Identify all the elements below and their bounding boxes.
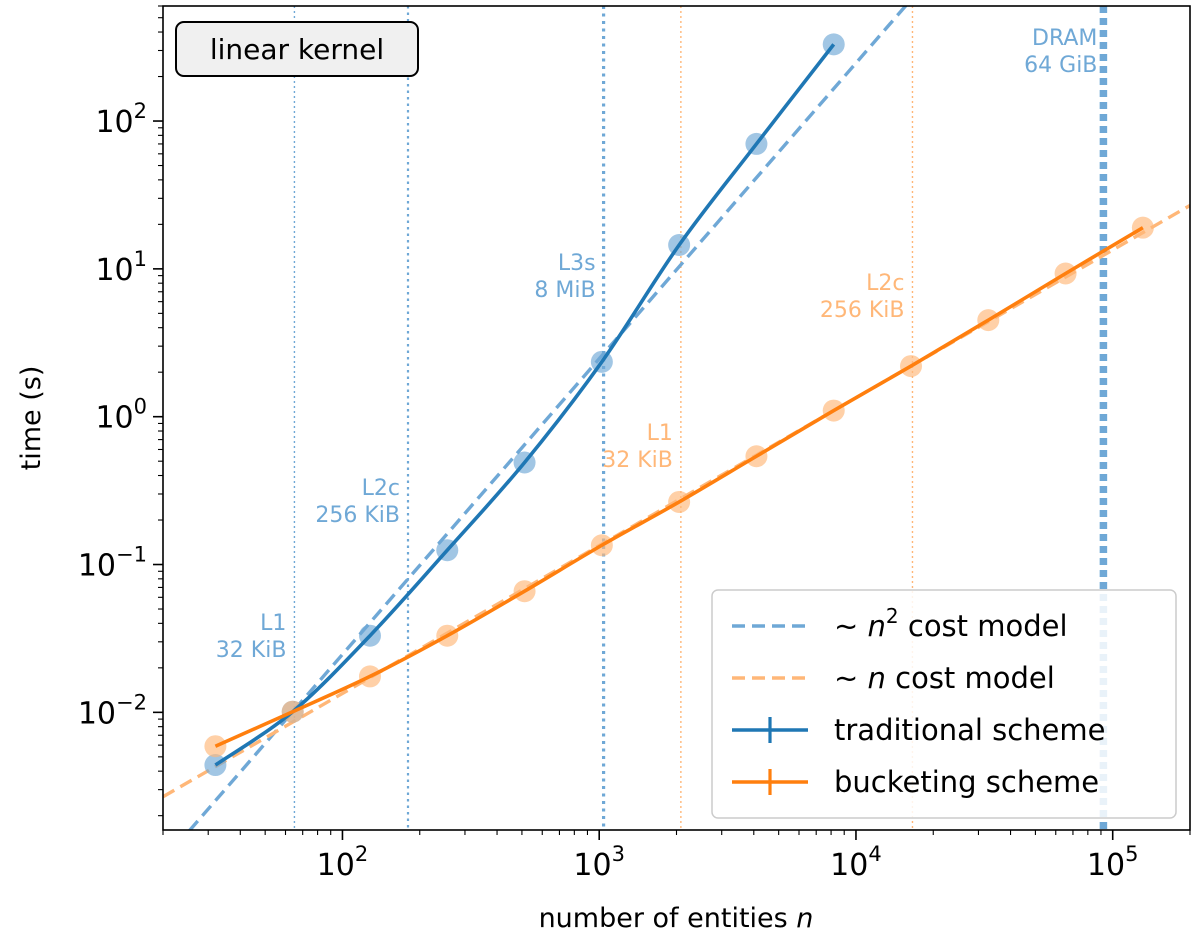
- cache-label-name: L1: [647, 421, 673, 446]
- legend-label: ∼ n cost model: [834, 661, 1055, 695]
- cache-label-name: L3s: [558, 251, 596, 276]
- cache-label-size: 32 KiB: [602, 448, 673, 473]
- cache-label-name: L1: [260, 611, 286, 636]
- y-tick-label: 10−2: [78, 690, 147, 731]
- axis-ticks: 102 103 104 105 10−2 10−1 100 101 102: [78, 5, 1191, 883]
- series-line-bucketing: [214, 226, 1144, 748]
- cache-label-size: 32 KiB: [216, 638, 287, 663]
- cache-label-size: 8 MiB: [534, 278, 595, 303]
- cache-label-size: 256 KiB: [315, 503, 400, 528]
- y-tick-label: 100: [95, 395, 147, 436]
- annotation-box: linear kernel: [175, 21, 419, 77]
- x-tick-label: 104: [830, 842, 882, 883]
- x-tick-label: 103: [573, 842, 625, 883]
- series-line-traditional: [214, 43, 836, 767]
- cache-label-name: L2c: [866, 271, 904, 296]
- y-tick-label: 10−1: [78, 543, 147, 584]
- legend: ∼ n2 cost model ∼ n cost model traditional…: [711, 589, 1177, 819]
- cache-label-name: DRAM: [1032, 26, 1097, 51]
- legend-label: bucketing scheme: [834, 765, 1099, 799]
- x-tick-label: 105: [1087, 842, 1139, 883]
- legend-label: ∼ n2 cost model: [834, 604, 1068, 643]
- x-axis-label: number of entities n: [539, 903, 814, 934]
- y-tick-label: 102: [95, 99, 147, 140]
- cache-label-size: 256 KiB: [820, 298, 905, 323]
- y-axis-label: time (s): [16, 366, 47, 471]
- series-lines: [214, 43, 1144, 767]
- cache-label-name: L2c: [362, 476, 400, 501]
- legend-frame: [711, 589, 1177, 819]
- x-tick-label: 102: [317, 842, 369, 883]
- cost-model-line: [187, 6, 908, 830]
- legend-label: traditional scheme: [834, 713, 1106, 747]
- annotation-frame: [175, 21, 419, 77]
- cache-label-size: 64 GiB: [1024, 53, 1097, 78]
- y-tick-label: 101: [95, 247, 147, 288]
- annotation-text: linear kernel: [210, 33, 384, 66]
